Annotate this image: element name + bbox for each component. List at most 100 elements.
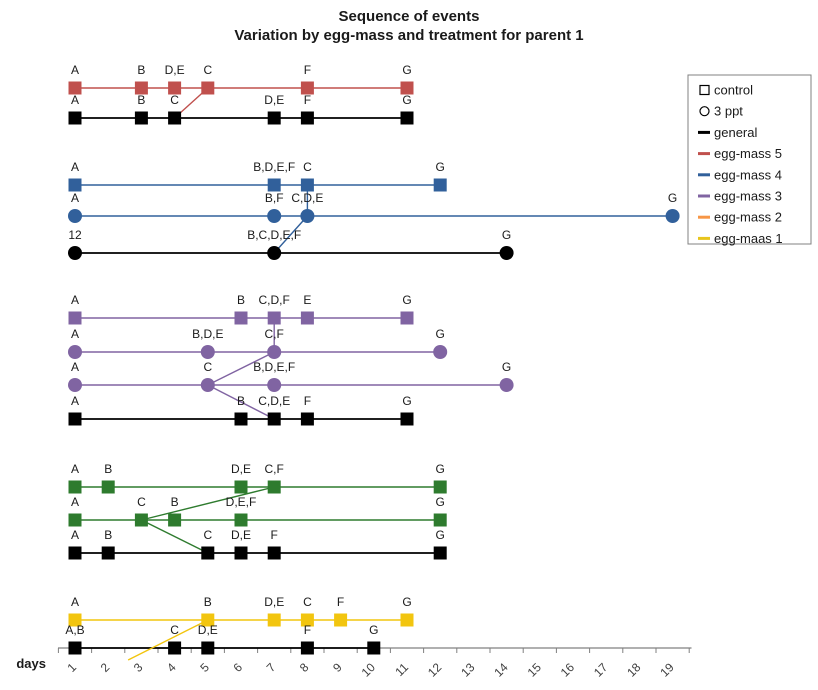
egg-mass-4-3-ppt-circle-marker — [665, 209, 680, 223]
egg-maas-1-general-square-marker — [168, 641, 182, 655]
egg-mass-2-connector-line — [141, 486, 275, 521]
point-label: G — [436, 327, 445, 341]
legend-item-label: general — [714, 125, 757, 140]
x-axis-tick-label: 12 — [425, 660, 445, 680]
egg-mass-3-general-square-marker — [68, 412, 82, 426]
egg-mass-2-connector-line — [141, 519, 209, 554]
egg-maas-1-control-square-marker — [68, 613, 82, 627]
legend-item-label: egg-mass 3 — [714, 189, 782, 204]
point-label: A,B — [65, 623, 84, 637]
point-label: G — [402, 595, 411, 609]
egg-mass-4-control-square-marker — [267, 178, 281, 192]
point-label: F — [304, 623, 311, 637]
point-label: F — [337, 595, 344, 609]
egg-mass-3-3-ppt-circle-marker — [200, 378, 215, 392]
egg-maas-1-general-square-marker — [300, 641, 314, 655]
point-label: F — [304, 93, 311, 107]
point-label: A — [71, 360, 79, 374]
egg-mass-2-general-square-marker — [433, 546, 447, 560]
point-label: G — [436, 160, 445, 174]
x-axis-tick-label: 17 — [591, 660, 611, 680]
egg-mass-3-general-square-marker — [300, 412, 314, 426]
point-label: G — [402, 293, 411, 307]
chart-title-line1: Sequence of events — [339, 8, 480, 25]
legend-item-label: egg-mass 2 — [714, 210, 782, 225]
x-axis-tick-label: 14 — [491, 660, 511, 680]
egg-mass-3-control-square-marker — [267, 311, 281, 325]
egg-maas-1-general-square-marker — [367, 641, 381, 655]
egg-mass-2-general-square-marker — [68, 546, 82, 560]
egg-mass-3-connector-line — [207, 384, 275, 420]
x-axis-tick-label: 5 — [197, 660, 212, 675]
point-label: A — [71, 63, 79, 77]
point-label: F — [304, 394, 311, 408]
egg-mass-3-control-square-marker — [300, 311, 314, 325]
x-axis-tick-label: 8 — [297, 660, 312, 675]
point-label: B — [137, 63, 145, 77]
point-label: B,D,E,F — [253, 360, 295, 374]
point-label: C,D,E — [258, 394, 290, 408]
egg-mass-2-control-square-marker — [168, 513, 182, 527]
egg-mass-5-general-square-marker — [400, 111, 414, 125]
egg-mass-2-general-square-marker — [234, 546, 248, 560]
point-label: B — [237, 293, 245, 307]
point-label: C — [203, 63, 212, 77]
egg-mass-4-3-ppt-circle-marker — [267, 209, 282, 223]
point-label: C,D,E — [291, 191, 323, 205]
egg-mass-4-general-circle-marker — [267, 246, 282, 260]
legend-item-label: control — [714, 83, 753, 98]
egg-mass-2-control-square-marker — [68, 480, 82, 494]
point-label: B,C,D,E,F — [247, 228, 301, 242]
point-label: 12 — [68, 228, 82, 242]
point-label: C — [303, 160, 312, 174]
x-axis-tick-label: 3 — [131, 660, 146, 675]
point-label: D,E — [165, 63, 185, 77]
egg-mass-5-control-square-marker — [400, 81, 414, 95]
x-axis-tick-label: 16 — [558, 660, 578, 680]
point-label: C — [203, 360, 212, 374]
point-label: B,F — [265, 191, 284, 205]
point-label: C,F — [265, 462, 284, 476]
legend-item-label: egg-mass 4 — [714, 167, 782, 182]
point-label: E — [303, 293, 311, 307]
legend-item-label: egg-mass 5 — [714, 146, 782, 161]
egg-mass-5-control-square-marker — [300, 81, 314, 95]
legend: control 3 ppt general egg-mass 5 egg-mass 4 e… — [687, 74, 812, 246]
point-label: B — [171, 495, 179, 509]
egg-mass-4-connector-line — [273, 215, 308, 254]
egg-mass-5-general-square-marker — [168, 111, 182, 125]
x-axis-title: days — [16, 656, 46, 671]
point-label: B — [204, 595, 212, 609]
point-label: A — [71, 160, 79, 174]
legend-item-label: 3 ppt — [714, 104, 743, 119]
point-label: D,E — [264, 595, 284, 609]
x-axis-tick-label: 15 — [525, 660, 545, 680]
egg-mass-5-control-square-marker — [134, 81, 148, 95]
egg-mass-3-3-ppt-circle-marker — [68, 378, 82, 392]
egg-mass-2-control-square-marker — [134, 513, 148, 527]
egg-mass-2-general-square-marker — [101, 546, 115, 560]
egg-mass-2-control-square-marker — [234, 480, 248, 494]
point-label: B — [104, 528, 112, 542]
point-label: B — [137, 93, 145, 107]
egg-mass-3-general-square-marker — [267, 412, 281, 426]
x-axis-tick-label: 1 — [64, 660, 79, 675]
egg-mass-3-3-ppt-circle-marker — [267, 345, 282, 359]
egg-mass-3-3-ppt-circle-marker — [200, 345, 215, 359]
point-label: G — [502, 228, 511, 242]
egg-mass-3-3-ppt-circle-marker — [68, 345, 82, 359]
egg-mass-4-control-square-marker — [300, 178, 314, 192]
egg-mass-3-general-square-marker — [400, 412, 414, 426]
egg-mass-5-general-square-marker — [68, 111, 82, 125]
point-label: C — [137, 495, 146, 509]
x-axis-tick-label: 9 — [330, 660, 345, 675]
egg-mass-3-3-ppt-circle-marker — [267, 378, 282, 392]
egg-maas-1-control-square-marker — [201, 613, 215, 627]
point-label: C,F — [265, 327, 284, 341]
x-axis-tick-label: 4 — [164, 660, 179, 675]
point-label: A — [71, 191, 79, 205]
egg-maas-1-control-square-marker — [334, 613, 348, 627]
x-axis-tick-label: 6 — [230, 660, 245, 675]
